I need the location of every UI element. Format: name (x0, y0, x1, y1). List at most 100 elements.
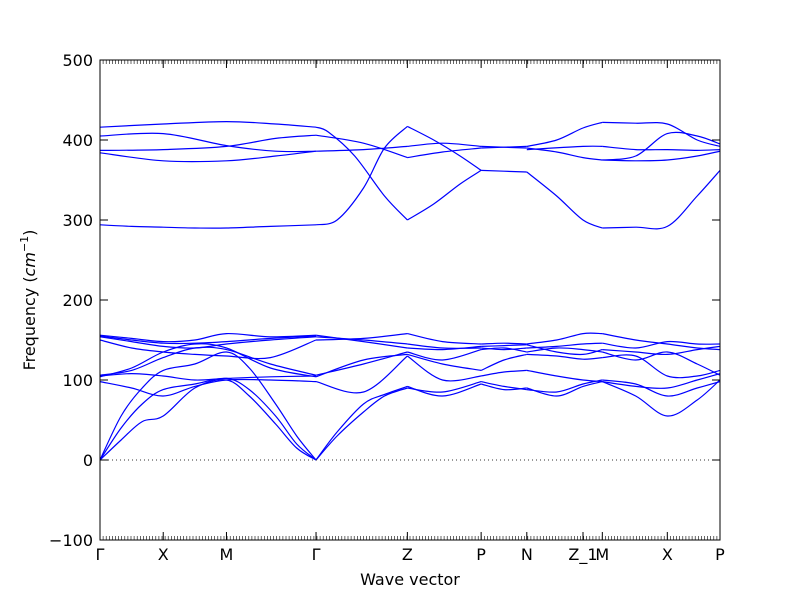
band-line (407, 353, 482, 371)
band-line (315, 351, 408, 376)
band-line (602, 170, 720, 230)
x-tick-label: Z (402, 545, 413, 564)
plot-frame (99, 59, 721, 541)
x-tick-label: M (595, 545, 609, 564)
band-line (526, 342, 603, 349)
band-line (100, 379, 317, 461)
band-line (407, 345, 482, 351)
band-line (407, 381, 482, 393)
band-line (315, 125, 408, 226)
band-line (100, 120, 317, 128)
band-line (407, 142, 482, 147)
band-line (480, 369, 527, 377)
band-line (100, 332, 317, 343)
band-line (526, 121, 603, 147)
y-axis-title-close: ) (20, 230, 39, 236)
band-line (407, 343, 482, 349)
band-line (315, 333, 408, 341)
x-tick-label: Z_1 (568, 545, 597, 565)
y-tick-label: 200 (62, 291, 93, 310)
band-line (407, 349, 482, 361)
band-line (526, 381, 603, 397)
y-axis-title: Frequency (cm−1) (18, 230, 39, 371)
band-line (407, 125, 482, 171)
band-line (407, 169, 482, 221)
band-line (526, 332, 603, 345)
x-tick-marks (99, 60, 721, 540)
y-tick-label: 500 (62, 51, 93, 70)
band-line (481, 344, 527, 347)
band-line (602, 351, 720, 376)
band-line (407, 147, 482, 159)
band-line (315, 387, 408, 461)
band-line (315, 126, 408, 221)
band-line (526, 147, 603, 161)
band-line (100, 377, 317, 461)
x-tick-labels: Γ X M Γ Z P N Z_1M X P (96, 545, 726, 565)
band-line (100, 150, 317, 163)
band-line (602, 354, 720, 379)
band-line (526, 344, 603, 356)
band-line (526, 145, 603, 151)
x-tick-label: N (521, 545, 533, 564)
band-line (315, 336, 408, 345)
band-line (526, 353, 603, 360)
band-line (407, 355, 482, 382)
minor-tick-marks (99, 60, 718, 540)
band-line (602, 150, 720, 162)
band-line (481, 145, 527, 149)
band-line (315, 334, 408, 349)
band-lines (100, 120, 720, 461)
band-line (100, 336, 317, 349)
band-line (481, 347, 527, 351)
y-tick-marks (100, 59, 720, 541)
y-axis-title-exp: −1 (18, 236, 31, 252)
band-line (315, 145, 408, 152)
band-line (100, 372, 317, 381)
band-line (100, 132, 317, 153)
x-tick-label: X (158, 545, 169, 564)
band-line (602, 131, 720, 161)
band-line (100, 351, 317, 461)
band-line (602, 340, 720, 349)
x-tick-label: Γ (96, 545, 105, 564)
x-tick-label: X (662, 545, 673, 564)
x-tick-label: M (220, 545, 234, 564)
y-tick-label: −100 (49, 531, 93, 550)
band-line (526, 347, 603, 353)
y-tick-label: 300 (62, 211, 93, 230)
y-tick-labels: −100 0 100 200 300 400 500 (49, 51, 93, 550)
band-line (315, 355, 408, 394)
band-line (602, 379, 720, 417)
band-line (602, 121, 720, 147)
band-line (100, 335, 317, 345)
band-line (480, 381, 527, 391)
band-line (315, 385, 408, 461)
band-line (602, 333, 720, 351)
band-line (100, 224, 317, 229)
band-line (526, 171, 603, 229)
y-tick-label: 0 (83, 451, 93, 470)
x-tick-label: P (715, 545, 725, 564)
band-line (100, 343, 317, 378)
band-line (315, 134, 408, 159)
band-line (602, 145, 720, 152)
band-line (602, 379, 720, 397)
band-line (481, 169, 527, 173)
band-line (100, 339, 317, 360)
band-line (100, 134, 317, 151)
x-axis-title: Wave vector (360, 570, 460, 589)
y-axis-title-main: Frequency ( (20, 276, 39, 370)
band-line (100, 378, 317, 397)
band-line (602, 345, 720, 356)
band-line (602, 373, 720, 389)
x-tick-label: Γ (312, 545, 321, 564)
y-tick-label: 100 (62, 371, 93, 390)
y-tick-label: 400 (62, 131, 93, 150)
x-tick-label: P (476, 545, 486, 564)
band-line (526, 379, 603, 393)
band-line (315, 353, 408, 378)
y-axis-title-unit: cm (20, 252, 39, 276)
band-line (481, 342, 527, 345)
